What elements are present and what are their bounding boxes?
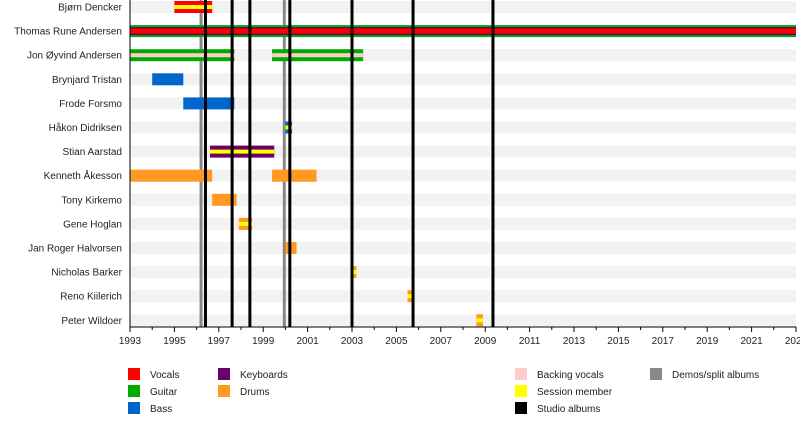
legend-label: Demos/split albums — [672, 370, 759, 381]
legend-label: Keyboards — [240, 370, 288, 381]
x-tick-label: 2005 — [385, 336, 408, 347]
member-label: Jan Roger Halvorsen — [28, 244, 122, 255]
legend-label: Studio albums — [537, 404, 600, 415]
row-band — [130, 73, 796, 86]
member-bar-stripe — [209, 149, 275, 154]
row-band — [130, 121, 796, 134]
member-bar — [212, 193, 237, 206]
member-label: Nicholas Barker — [51, 268, 122, 279]
member-bar — [183, 97, 235, 110]
x-tick-label: 1993 — [119, 336, 142, 347]
member-label: Håkon Didriksen — [49, 122, 122, 134]
member-label: Stian Aarstad — [63, 147, 122, 158]
legend-label: Bass — [150, 404, 172, 415]
x-tick-label: 2013 — [563, 336, 586, 347]
legend-swatch — [128, 368, 140, 380]
legend-label: Backing vocals — [537, 370, 604, 381]
x-tick-label: 1995 — [163, 336, 186, 347]
member-bar-stripe — [407, 294, 415, 299]
row-band — [130, 217, 796, 230]
member-label: Reno Kiilerich — [60, 292, 122, 303]
legend-label: Drums — [240, 387, 269, 398]
member-bar — [130, 169, 213, 182]
legend-swatch — [128, 385, 140, 397]
x-tick-label: 2011 — [519, 336, 541, 347]
member-label: Jon Øyvind Andersen — [27, 51, 122, 62]
member-bar — [152, 73, 184, 86]
x-tick-label: 1999 — [252, 336, 275, 347]
member-bar-stripe — [476, 318, 483, 323]
legend-swatch — [650, 368, 662, 380]
row-band — [130, 266, 796, 279]
row-band — [130, 290, 796, 303]
member-bar-stripe — [352, 270, 357, 275]
x-tick-label: 2023 — [785, 336, 800, 347]
row-band — [130, 193, 796, 206]
legend-swatch — [218, 385, 230, 397]
member-label: Kenneth Åkesson — [44, 169, 122, 182]
member-label: Thomas Rune Andersen — [14, 27, 122, 38]
row-band — [130, 169, 796, 182]
x-tick-label: 2007 — [430, 336, 453, 347]
member-bar-stripe — [130, 53, 235, 58]
member-label: Brynjard Tristan — [52, 75, 122, 86]
member-label: Frode Forsmo — [59, 99, 122, 110]
x-tick-label: 2019 — [696, 336, 719, 347]
legend-swatch — [515, 368, 527, 380]
x-tick-label: 2015 — [607, 336, 630, 347]
member-bar — [272, 169, 317, 182]
x-tick-label: 1997 — [208, 336, 231, 347]
x-tick-label: 2001 — [296, 336, 319, 347]
row-band — [130, 242, 796, 254]
member-label: Peter Wildoer — [61, 316, 122, 327]
row-band — [130, 1, 796, 13]
member-bar-stripe — [174, 5, 213, 9]
legend-swatch — [515, 402, 527, 414]
x-tick-label: 2003 — [341, 336, 364, 347]
legend-label: Vocals — [150, 370, 179, 381]
x-tick-label: 2017 — [652, 336, 675, 347]
member-label: Tony Kirkemo — [61, 195, 122, 206]
row-band — [130, 97, 796, 110]
x-tick-label: 2009 — [474, 336, 497, 347]
member-label: Gene Hoglan — [63, 219, 122, 230]
member-label: Bjørn Dencker — [58, 3, 123, 14]
x-tick-label: 2021 — [740, 336, 763, 347]
legend-swatch — [218, 368, 230, 380]
row-band — [130, 145, 796, 158]
member-bar-stripe — [130, 28, 796, 34]
legend-label: Guitar — [150, 387, 178, 398]
legend-label: Session member — [537, 387, 613, 398]
member-bar-stripe — [272, 53, 364, 58]
legend-swatch — [515, 385, 527, 397]
row-band — [130, 314, 796, 327]
legend-swatch — [128, 402, 140, 414]
member-bar-stripe — [238, 221, 253, 226]
